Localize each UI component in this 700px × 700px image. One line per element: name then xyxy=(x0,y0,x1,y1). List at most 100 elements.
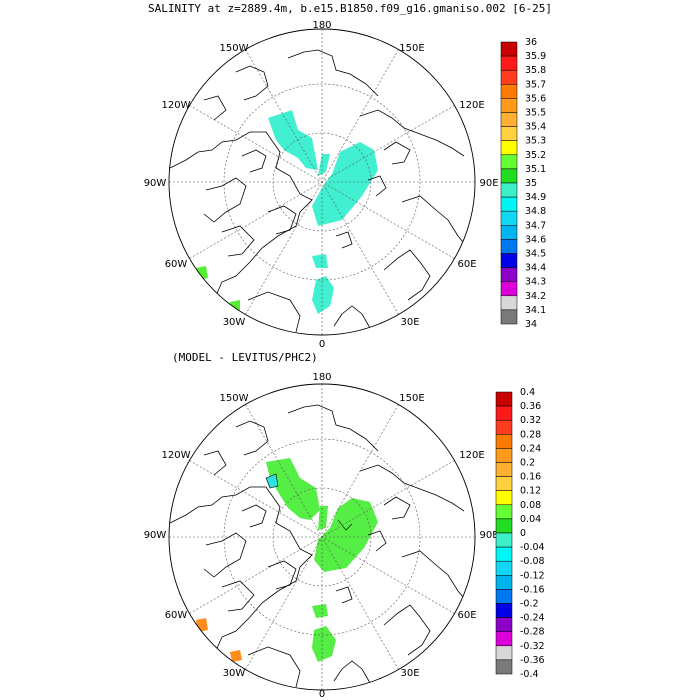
colorbar-tick-label: -0.4 xyxy=(520,669,539,680)
colorbar-swatch xyxy=(500,267,518,282)
colorbar-swatch xyxy=(495,617,513,632)
fill-nordic-small-diff xyxy=(312,604,328,618)
salinity-fill-sw xyxy=(196,266,240,312)
colorbar-tick-label: 34.8 xyxy=(525,206,546,217)
colorbar-swatch xyxy=(495,462,513,477)
colorbar-swatch xyxy=(500,281,518,297)
lon-label-90e: 90E xyxy=(479,530,498,541)
colorbar-swatch xyxy=(500,84,518,99)
colorbar-swatch xyxy=(495,448,513,463)
colorbar-tick-label: 35.5 xyxy=(525,108,546,119)
graticule xyxy=(169,29,475,335)
graticule xyxy=(169,384,475,690)
lon-label-120w: 120W xyxy=(162,450,191,461)
colorbar-swatch xyxy=(500,154,518,170)
colorbar-tick-label: 35.6 xyxy=(525,93,546,104)
colorbar-swatch xyxy=(495,476,513,491)
colorbar-swatch xyxy=(495,575,513,590)
colorbar-swatch xyxy=(500,69,518,85)
lon-label-60w: 60W xyxy=(165,259,188,270)
colorbar-tick-label: 34.6 xyxy=(525,234,546,245)
lon-label-60e: 60E xyxy=(457,610,476,621)
salinity-fill-regions xyxy=(268,110,378,314)
colorbar-tick-label: 0.36 xyxy=(520,401,541,412)
lon-label-180: 180 xyxy=(312,372,331,383)
colorbar-swatch xyxy=(495,603,513,618)
top-panel-title: SALINITY at z=2889.4m, b.e15.B1850.f09_g… xyxy=(148,2,552,15)
colorbar-tick-label: 34.9 xyxy=(525,192,546,203)
colorbar-swatch xyxy=(495,645,513,661)
colorbar-swatch xyxy=(495,518,513,534)
colorbar-swatch xyxy=(495,560,513,576)
colorbar-tick-label: 0.04 xyxy=(520,514,541,525)
fill-small-negative xyxy=(266,474,278,488)
colorbar-tick-label: 0.24 xyxy=(520,443,541,454)
top-colorbar: 36 35.9 35.8 35.7 35.6 35.5 35.4 35.3 35.2 35.1 35… xyxy=(500,37,546,330)
difference-fill-sw xyxy=(196,618,242,662)
bottom-map-boundary xyxy=(168,383,476,691)
lon-label-150e: 150E xyxy=(399,43,424,54)
fill-canada-basin xyxy=(268,110,318,170)
colorbar-swatch xyxy=(495,405,513,421)
lon-label-30w: 30W xyxy=(223,668,246,679)
fill-nordic-basin xyxy=(312,276,334,314)
lon-label-180: 180 xyxy=(312,20,331,31)
colorbar-tick-label: -0.08 xyxy=(520,556,545,567)
colorbar-swatch xyxy=(495,504,513,520)
lon-label-60w: 60W xyxy=(165,610,188,621)
colorbar-swatch xyxy=(500,196,518,212)
colorbar-swatch xyxy=(495,532,513,548)
colorbar-tick-label: 34.7 xyxy=(525,220,546,231)
colorbar-tick-label: -0.04 xyxy=(520,542,545,553)
lon-label-30w: 30W xyxy=(223,317,246,328)
lon-label-90w: 90W xyxy=(144,178,167,189)
colorbar-tick-label: -0.24 xyxy=(520,613,545,624)
lon-label-30e: 30E xyxy=(400,317,419,328)
colorbar-tick-label: 35.9 xyxy=(525,51,546,62)
colorbar-tick-label: 0.32 xyxy=(520,415,541,426)
top-map-boundary xyxy=(168,28,476,336)
colorbar-swatch xyxy=(495,546,513,562)
colorbar-tick-label: 0.08 xyxy=(520,500,541,511)
lon-label-150w: 150W xyxy=(220,393,249,404)
top-lon-labels: 180 150W 150E 120W 120E 90W 90E 60W 60E … xyxy=(144,20,499,350)
colorbar-tick-label: 34.1 xyxy=(525,305,546,316)
bottom-colorbar: 0.4 0.36 0.32 0.28 0.24 0.2 0.16 0.12 0.08 0.04 0 -… xyxy=(495,387,545,680)
colorbar-swatch xyxy=(500,295,518,311)
fill-canada-basin-diff xyxy=(266,458,320,520)
colorbar-tick-label: 35.8 xyxy=(525,65,546,76)
bottom-lon-labels: 180 150W 150E 120W 120E 90W 90E 60W 60E … xyxy=(144,372,499,700)
colorbar-tick-label: 34 xyxy=(525,319,537,330)
lon-label-90e: 90E xyxy=(479,178,498,189)
colorbar-swatch xyxy=(500,126,518,141)
colorbar-swatch xyxy=(500,182,518,198)
lon-label-0: 0 xyxy=(319,339,325,350)
colorbar-tick-label: 35.3 xyxy=(525,136,546,147)
colorbar-tick-label: 0.4 xyxy=(520,387,535,398)
fill-ridge-strip xyxy=(318,154,330,176)
colorbar-swatch xyxy=(495,589,513,604)
bottom-panel-title: (MODEL - LEVITUS/PHC2) xyxy=(172,351,318,364)
coastlines xyxy=(169,49,469,333)
colorbar-swatch xyxy=(495,659,513,675)
fill-nordic-small xyxy=(312,254,328,268)
fill-nordic-basin-diff xyxy=(312,626,336,662)
bottom-polar-map xyxy=(168,383,476,691)
lon-label-30e: 30E xyxy=(400,668,419,679)
colorbar-tick-label: 35 xyxy=(525,178,537,189)
zero-contour-basin xyxy=(337,519,353,531)
colorbar-tick-label: 35.7 xyxy=(525,79,546,90)
colorbar-tick-label: -0.2 xyxy=(520,599,539,610)
colorbar-tick-label: 0.12 xyxy=(520,486,541,497)
lon-label-150e: 150E xyxy=(399,393,424,404)
colorbar-swatch xyxy=(495,419,513,435)
colorbar-tick-label: -0.36 xyxy=(520,655,545,666)
fill-eurasian-basin xyxy=(312,142,378,226)
colorbar-tick-label: 0.16 xyxy=(520,472,541,483)
fill-eurasian-basin-diff xyxy=(314,498,378,572)
colorbar-swatch xyxy=(495,631,513,647)
coastlines xyxy=(169,404,469,688)
colorbar-swatch xyxy=(500,309,518,325)
difference-fill-regions xyxy=(266,458,378,662)
colorbar-tick-label: 35.2 xyxy=(525,150,546,161)
